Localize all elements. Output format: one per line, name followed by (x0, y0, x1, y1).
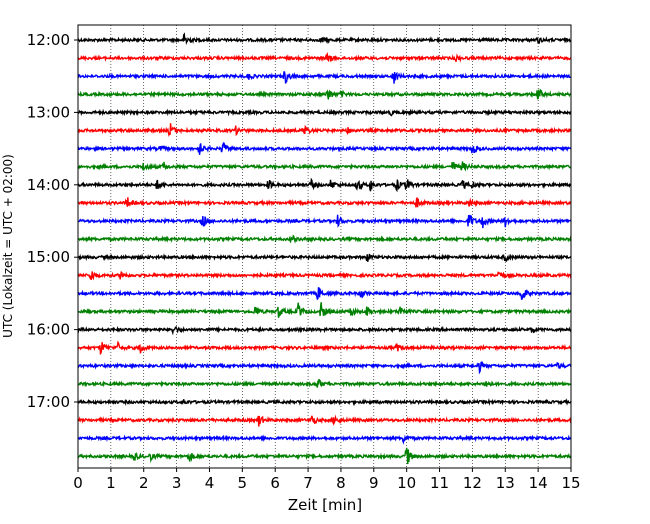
x-tick-label: 12 (463, 474, 482, 492)
x-tick-label: 13 (496, 474, 515, 492)
trace-1330 (77, 142, 572, 155)
trace-1415 (77, 197, 572, 208)
trace-layer (77, 32, 572, 465)
y-tick-label: 17:00 (27, 393, 70, 411)
trace-1745 (77, 447, 572, 465)
trace-1230 (77, 71, 572, 84)
x-tick-label: 2 (139, 474, 149, 492)
trace-1245 (77, 88, 572, 100)
x-tick-label: 15 (561, 474, 580, 492)
y-tick-label: 14:00 (27, 176, 70, 194)
x-tick-label: 0 (73, 474, 83, 492)
trace-1515 (77, 270, 572, 281)
y-tick-label: 12:00 (27, 31, 70, 49)
trace-1445 (77, 234, 572, 244)
trace-1645 (77, 378, 572, 388)
trace-1200 (77, 32, 572, 46)
trace-1545 (77, 302, 572, 318)
trace-1615 (77, 340, 572, 356)
x-tick-label: 10 (397, 474, 416, 492)
x-tick-label: 1 (106, 474, 116, 492)
trace-1215 (77, 51, 572, 63)
x-tick-label: 14 (529, 474, 548, 492)
trace-1730 (77, 434, 572, 445)
trace-1630 (77, 360, 572, 375)
x-tick-label: 4 (205, 474, 215, 492)
trace-1315 (77, 123, 572, 137)
trace-1715 (77, 414, 572, 427)
x-tick-label: 5 (238, 474, 248, 492)
trace-1345 (77, 161, 572, 172)
x-axis-ticks: 0 1 2 3 4 5 6 7 8 9 10 11 12 13 14 15 (73, 468, 581, 492)
trace-1430 (77, 214, 572, 229)
x-tick-label: 8 (336, 474, 346, 492)
x-tick-label: 11 (430, 474, 449, 492)
plot-frame (77, 24, 572, 469)
trace-1700 (77, 398, 572, 407)
x-tick-label: 9 (369, 474, 379, 492)
y-tick-label: 13:00 (27, 103, 70, 121)
x-axis-label: Zeit [min] (288, 496, 362, 514)
y-axis-label: UTC (Lokalzeit = UTC + 02:00) (1, 154, 15, 338)
y-axis-ticks: 12:00 13:00 14:00 15:00 16:00 17:00 (27, 31, 78, 411)
trace-1500 (77, 253, 572, 262)
trace-1400 (77, 177, 572, 193)
y-tick-label: 16:00 (27, 321, 70, 339)
y-tick-label: 15:00 (27, 248, 70, 266)
trace-1600 (77, 325, 572, 336)
x-tick-label: 6 (270, 474, 280, 492)
trace-1300 (77, 108, 572, 117)
x-tick-label: 3 (172, 474, 182, 492)
grid-layer (110, 25, 539, 468)
x-tick-label: 7 (303, 474, 313, 492)
trace-1530 (77, 287, 572, 301)
